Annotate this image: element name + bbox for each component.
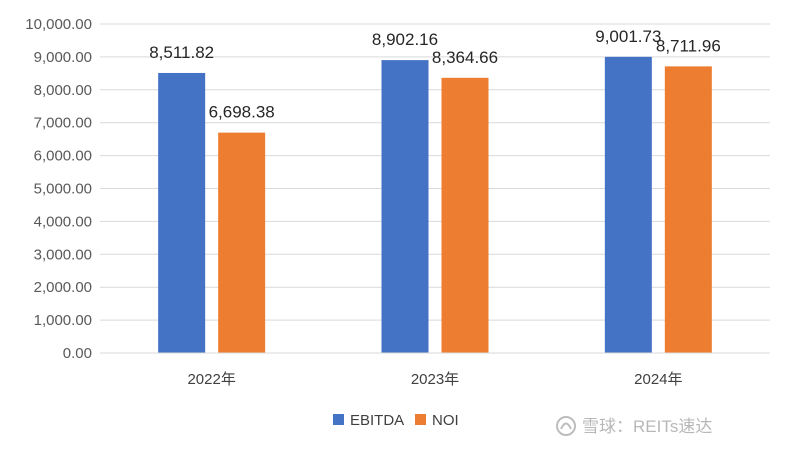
bar-ebitda — [604, 56, 652, 354]
data-label: 8,902.16 — [372, 30, 438, 49]
data-label: 6,698.38 — [209, 103, 275, 122]
gridlines — [100, 23, 770, 354]
data-label: 8,711.96 — [656, 36, 721, 55]
legend: EBITDA NOI — [333, 412, 459, 429]
y-tick-label: 10,000.00 — [25, 16, 92, 33]
x-tick-label: 2024年 — [634, 371, 682, 388]
y-tick-label: 5,000.00 — [34, 181, 92, 198]
legend-swatch-ebitda — [333, 414, 344, 425]
y-tick-label: 9,000.00 — [34, 49, 92, 66]
x-axis: 2022年 2023年 2024年 — [100, 352, 770, 388]
data-label: 9,001.73 — [595, 27, 661, 46]
y-axis: 0.00 1,000.00 2,000.00 3,000.00 4,000.00 5,00… — [25, 16, 92, 362]
legend-swatch-noi — [415, 414, 426, 425]
watermark-text: 雪球：REITs速达 — [582, 417, 712, 436]
legend-label-noi: NOI — [432, 412, 459, 429]
y-tick-label: 0.00 — [63, 345, 92, 362]
y-tick-label: 4,000.00 — [34, 213, 92, 230]
bar-ebitda — [381, 60, 429, 354]
data-label: 8,511.82 — [149, 43, 214, 62]
y-tick-label: 6,000.00 — [34, 148, 92, 165]
data-labels: 8,511.82 6,698.38 8,902.168,364.66 9,001.73… — [149, 27, 721, 122]
y-tick-label: 1,000.00 — [34, 312, 92, 329]
data-label: 8,364.66 — [432, 48, 498, 67]
bar-ebitda — [158, 72, 206, 353]
y-tick-label: 2,000.00 — [34, 279, 92, 296]
bar-noi — [441, 77, 489, 354]
x-tick-label: 2022年 — [187, 371, 235, 388]
bar-noi — [664, 66, 712, 353]
bars — [158, 56, 712, 354]
watermark: 雪球：REITs速达 — [556, 416, 712, 436]
legend-label-ebitda: EBITDA — [350, 412, 404, 429]
bar-noi — [218, 132, 266, 353]
y-tick-label: 8,000.00 — [34, 82, 92, 99]
snowball-logo-icon — [556, 416, 576, 436]
y-tick-label: 7,000.00 — [34, 115, 92, 132]
y-tick-label: 3,000.00 — [34, 246, 92, 263]
x-tick-label: 2023年 — [411, 371, 459, 388]
